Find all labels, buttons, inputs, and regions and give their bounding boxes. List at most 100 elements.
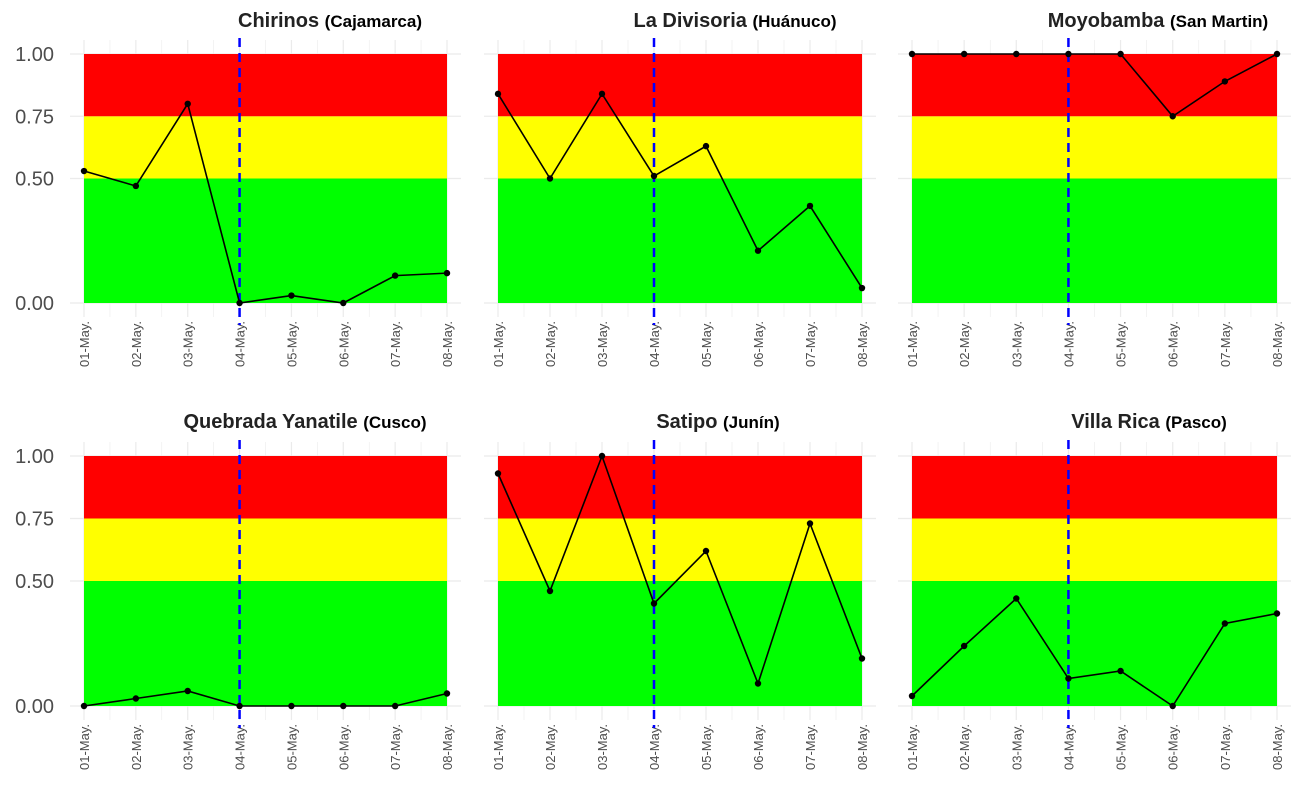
x-tick-label: 08-May.	[1270, 724, 1285, 770]
x-tick-label: 08-May.	[855, 724, 870, 770]
data-point	[132, 182, 140, 190]
x-tick-label: 06-May.	[336, 321, 351, 367]
data-point	[1273, 50, 1281, 58]
band-3	[498, 456, 862, 519]
series-line	[83, 101, 448, 304]
x-tick-label: 04-May.	[1061, 724, 1076, 770]
y-tick-label: 1.00	[15, 446, 54, 468]
x-tick-label: 06-May.	[336, 724, 351, 770]
panel-1: 0.00 0.50 0.75 1.00 01-May. 02-May. 03-May. 04-…	[15, 10, 461, 367]
data-point	[494, 470, 502, 477]
x-tick-label: 06-May.	[1166, 321, 1181, 367]
data-point	[391, 702, 399, 710]
panel-title-name: La Divisoria	[634, 10, 753, 32]
x-tick-label: 04-May.	[233, 321, 248, 367]
data-point	[340, 702, 347, 710]
y-tick-label: 0.00	[15, 696, 54, 718]
panel-5: 01-May. 02-May. 03-May. 04-May. 05-May. 06-Ma…	[484, 411, 876, 770]
data-point	[1221, 620, 1229, 627]
panel-title: Moyobamba (San Martin)	[1048, 10, 1268, 32]
panel-4: 0.00 0.50 0.75 1.00 01-May. 02-May. 03-May. 04-…	[15, 411, 461, 770]
data-point	[184, 100, 191, 108]
x-tick-label: 05-May.	[1114, 321, 1129, 367]
series-line	[83, 690, 448, 707]
data-point	[806, 520, 814, 527]
panel-title-name: Satipo	[656, 411, 723, 433]
data-point	[184, 687, 191, 695]
x-tick-label: 04-May.	[647, 724, 662, 770]
data-point	[806, 202, 814, 210]
band-1	[498, 178, 862, 303]
panel-title-region: (Pasco)	[1165, 413, 1226, 432]
series-line	[912, 53, 1278, 118]
x-tick-label: 02-May.	[129, 724, 144, 770]
panel-2: 01-May. 02-May. 03-May. 04-May. 05-May. 06-Ma…	[484, 10, 876, 367]
data-point	[1117, 50, 1124, 58]
band-2	[912, 518, 1277, 581]
data-point	[443, 690, 451, 697]
x-tick-label: 05-May.	[284, 724, 299, 770]
data-point	[80, 702, 88, 710]
x-tick-label: 05-May.	[284, 321, 299, 367]
data-point	[132, 695, 140, 702]
y-tick-label: 0.00	[15, 293, 54, 315]
data-point	[494, 90, 502, 98]
data-point	[1065, 50, 1072, 58]
panel-title: Chirinos (Cajamarca)	[238, 10, 422, 32]
y-tick-label: 0.50	[15, 169, 54, 191]
band-3	[84, 54, 447, 117]
data-point	[1169, 113, 1176, 120]
band-3	[912, 54, 1277, 117]
data-point	[754, 247, 762, 254]
band-1	[84, 581, 447, 706]
data-point	[960, 50, 968, 58]
x-tick-label: 08-May.	[440, 724, 455, 770]
x-tick-label: 07-May.	[803, 724, 818, 770]
x-tick-label: 07-May.	[803, 321, 818, 367]
y-tick-label: 0.75	[15, 106, 54, 128]
data-point	[908, 692, 916, 700]
y-tick-label: 1.00	[15, 44, 54, 66]
band-2	[84, 518, 447, 581]
data-point	[443, 269, 451, 277]
data-point	[960, 642, 968, 650]
x-tick-label: 06-May.	[1166, 724, 1181, 770]
panel-title: Villa Rica (Pasco)	[1071, 411, 1227, 433]
data-point	[650, 600, 658, 607]
x-tick-label: 02-May.	[129, 321, 144, 367]
x-tick-label: 07-May.	[388, 724, 403, 770]
x-tick-label: 08-May.	[440, 321, 455, 367]
band-2	[84, 116, 447, 179]
panel-title: Quebrada Yanatile (Cusco)	[184, 411, 427, 433]
x-tick-label: 05-May.	[699, 321, 714, 367]
band-3	[498, 54, 862, 117]
data-point	[546, 175, 554, 182]
x-tick-label: 03-May.	[595, 321, 610, 367]
x-tick-label: 06-May.	[751, 321, 766, 367]
x-tick-label: 08-May.	[855, 321, 870, 367]
data-point	[702, 142, 710, 150]
x-tick-label: 07-May.	[1218, 724, 1233, 770]
band-2	[912, 116, 1277, 179]
data-point	[80, 167, 88, 175]
data-point	[598, 452, 606, 460]
x-tick-label: 02-May.	[543, 321, 558, 367]
x-tick-label: 05-May.	[1114, 724, 1129, 770]
x-tick-label: 03-May.	[1009, 724, 1024, 770]
x-tick-label: 01-May.	[905, 321, 920, 367]
x-tick-label: 01-May.	[491, 321, 506, 367]
band-1	[912, 178, 1277, 303]
panel-title-region: (San Martin)	[1170, 12, 1268, 31]
band-2	[498, 518, 862, 581]
band-1	[912, 581, 1277, 706]
panel-title-name: Chirinos	[238, 10, 325, 32]
panel-title-region: (Cajamarca)	[325, 12, 422, 31]
panel-title-region: (Cusco)	[363, 413, 426, 432]
data-point	[858, 284, 866, 292]
data-point	[1013, 50, 1020, 58]
x-tick-label: 02-May.	[957, 321, 972, 367]
x-tick-label: 08-May.	[1270, 321, 1285, 367]
data-point	[236, 702, 243, 710]
panel-title: La Divisoria (Huánuco)	[634, 10, 837, 32]
